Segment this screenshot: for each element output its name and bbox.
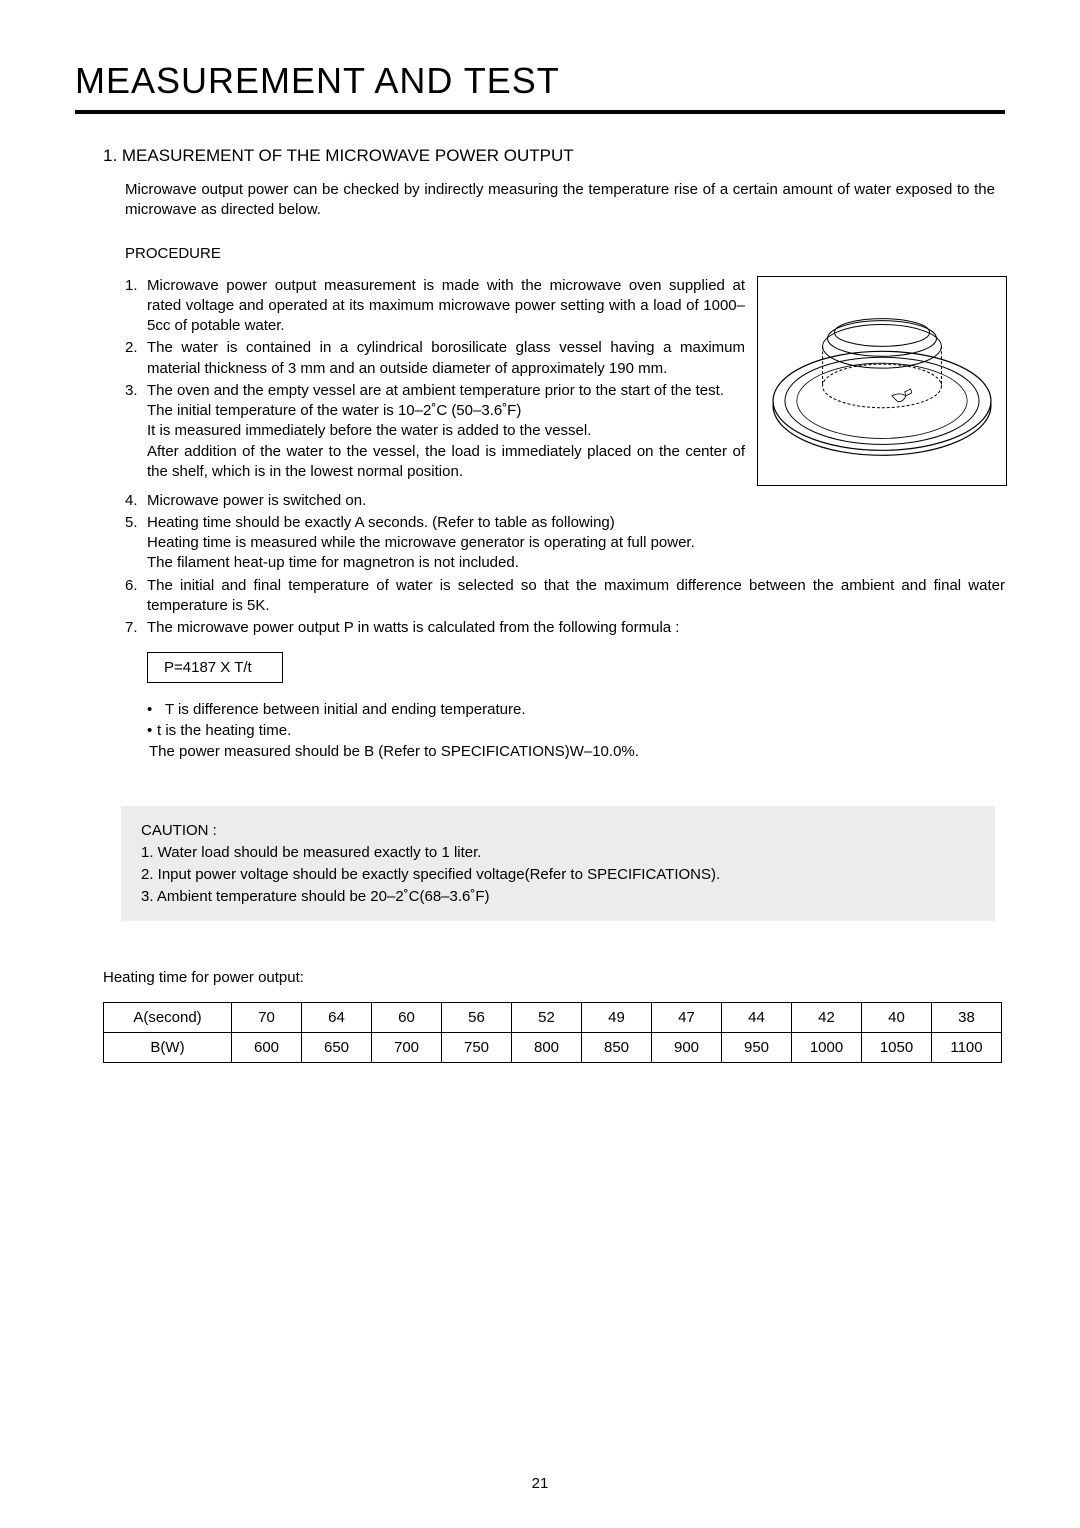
caution-line: 3. Ambient temperature should be 20–2˚C(… bbox=[141, 886, 979, 908]
table-cell: 64 bbox=[302, 1003, 372, 1033]
intro-paragraph: Microwave output power can be checked by… bbox=[125, 180, 995, 221]
formula-box: P=4187 X T/t bbox=[147, 652, 283, 683]
item-text: The initial and final temperature of wat… bbox=[147, 576, 1005, 617]
procedure-item: 7. The microwave power output P in watts… bbox=[125, 618, 1005, 638]
note-text: The power measured should be B (Refer to… bbox=[149, 741, 1005, 762]
table-cell: 42 bbox=[792, 1003, 862, 1033]
notes-block: • T is difference between initial and en… bbox=[147, 699, 1005, 762]
item-number: 2. bbox=[125, 338, 147, 379]
table-cell: 56 bbox=[442, 1003, 512, 1033]
title-block: MEASUREMENT AND TEST bbox=[75, 60, 1005, 114]
table-cell: 700 bbox=[372, 1033, 442, 1063]
item-text: The oven and the empty vessel are at amb… bbox=[147, 382, 724, 399]
procedure-item: 1. Microwave power output measurement is… bbox=[125, 276, 745, 337]
page-title: MEASUREMENT AND TEST bbox=[75, 60, 1005, 102]
table-cell: 900 bbox=[652, 1033, 722, 1063]
table-cell: B(W) bbox=[104, 1033, 232, 1063]
table-cell: 49 bbox=[582, 1003, 652, 1033]
item-body: Heating time should be exactly A seconds… bbox=[147, 513, 1005, 574]
item-subline: It is measured immediately before the wa… bbox=[147, 421, 745, 441]
item-number: 7. bbox=[125, 618, 147, 638]
content-wrap: 1. Microwave power output measurement is… bbox=[125, 276, 1005, 491]
bullet-row: • T is difference between initial and en… bbox=[147, 699, 1005, 720]
table-cell: 800 bbox=[512, 1033, 582, 1063]
item-number: 3. bbox=[125, 381, 147, 482]
caution-box: CAUTION : 1. Water load should be measur… bbox=[121, 806, 995, 921]
item-number: 4. bbox=[125, 491, 147, 511]
procedure-list-cont: 4. Microwave power is switched on. 5. He… bbox=[125, 491, 1005, 639]
left-column: 1. Microwave power output measurement is… bbox=[125, 276, 745, 491]
table-cell: 70 bbox=[232, 1003, 302, 1033]
table-cell: 47 bbox=[652, 1003, 722, 1033]
figure-column bbox=[745, 276, 1005, 491]
bullet-dot: • bbox=[147, 699, 165, 720]
procedure-item: 2. The water is contained in a cylindric… bbox=[125, 338, 745, 379]
table-cell: 40 bbox=[862, 1003, 932, 1033]
caution-line: 1. Water load should be measured exactly… bbox=[141, 842, 979, 864]
table-cell: 44 bbox=[722, 1003, 792, 1033]
item-subline: Heating time is measured while the micro… bbox=[147, 533, 1005, 553]
section-heading: 1. MEASUREMENT OF THE MICROWAVE POWER OU… bbox=[103, 146, 1005, 166]
caution-line: 2. Input power voltage should be exactly… bbox=[141, 864, 979, 886]
table-cell: 850 bbox=[582, 1033, 652, 1063]
table-cell: 60 bbox=[372, 1003, 442, 1033]
item-text: The water is contained in a cylindrical … bbox=[147, 338, 745, 379]
table-cell: 1000 bbox=[792, 1033, 862, 1063]
table-cell: A(second) bbox=[104, 1003, 232, 1033]
table-cell: 750 bbox=[442, 1033, 512, 1063]
procedure-item: 3. The oven and the empty vessel are at … bbox=[125, 381, 745, 482]
item-body: The oven and the empty vessel are at amb… bbox=[147, 381, 745, 482]
table-row: B(W) 600 650 700 750 800 850 900 950 100… bbox=[104, 1033, 1002, 1063]
table-cell: 650 bbox=[302, 1033, 372, 1063]
item-number: 6. bbox=[125, 576, 147, 617]
item-text: Microwave power output measurement is ma… bbox=[147, 276, 745, 337]
bullet-row: • t is the heating time. bbox=[147, 720, 1005, 741]
bullet-text: T is difference between initial and endi… bbox=[165, 699, 526, 720]
table-cell: 1050 bbox=[862, 1033, 932, 1063]
item-number: 5. bbox=[125, 513, 147, 574]
table-cell: 38 bbox=[932, 1003, 1002, 1033]
bullet-dot: • bbox=[147, 720, 157, 741]
page-number: 21 bbox=[0, 1475, 1080, 1492]
item-text: Heating time should be exactly A seconds… bbox=[147, 514, 615, 531]
item-subline: The initial temperature of the water is … bbox=[147, 401, 745, 421]
item-text: The microwave power output P in watts is… bbox=[147, 618, 1005, 638]
procedure-heading: PROCEDURE bbox=[125, 245, 1005, 262]
procedure-list: 1. Microwave power output measurement is… bbox=[125, 276, 745, 483]
item-text: Microwave power is switched on. bbox=[147, 491, 1005, 511]
procedure-item: 5. Heating time should be exactly A seco… bbox=[125, 513, 1005, 574]
caution-heading: CAUTION : bbox=[141, 820, 979, 842]
table-cell: 600 bbox=[232, 1033, 302, 1063]
table-cell: 52 bbox=[512, 1003, 582, 1033]
procedure-item: 6. The initial and final temperature of … bbox=[125, 576, 1005, 617]
table-row: A(second) 70 64 60 56 52 49 47 44 42 40 … bbox=[104, 1003, 1002, 1033]
bullet-text: t is the heating time. bbox=[157, 720, 291, 741]
turntable-figure bbox=[757, 276, 1007, 486]
procedure-item: 4. Microwave power is switched on. bbox=[125, 491, 1005, 511]
table-cell: 1100 bbox=[932, 1033, 1002, 1063]
item-subline: The filament heat-up time for magnetron … bbox=[147, 553, 1005, 573]
table-caption: Heating time for power output: bbox=[103, 969, 1005, 986]
table-cell: 950 bbox=[722, 1033, 792, 1063]
heating-table: A(second) 70 64 60 56 52 49 47 44 42 40 … bbox=[103, 1002, 1002, 1063]
item-subline: After addition of the water to the vesse… bbox=[147, 442, 745, 483]
item-number: 1. bbox=[125, 276, 147, 337]
